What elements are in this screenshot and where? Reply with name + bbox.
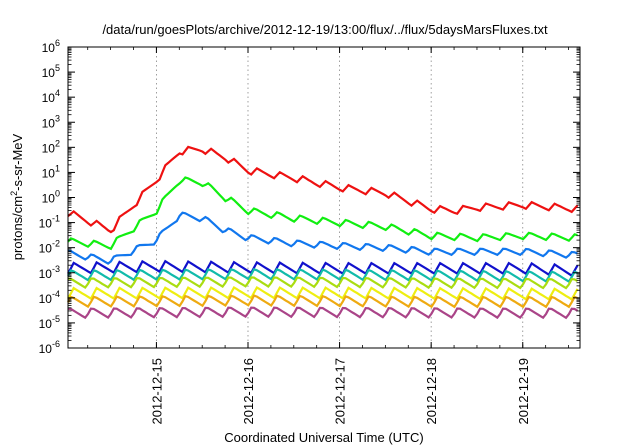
flux-series-2 [67, 176, 578, 251]
x-tick-label: 2012-12-15 [149, 358, 164, 425]
y-tick-label: 10-5 [39, 314, 60, 331]
y-tick-label: 10-6 [39, 339, 60, 356]
y-tick-base: 10 [42, 41, 56, 55]
x-tick-label: 2012-12-17 [333, 358, 348, 425]
y-axis-label-unit: protons/cm [10, 196, 25, 260]
y-tick-base: 10 [42, 166, 56, 180]
flux-series-3 [67, 211, 578, 265]
y-tick-label: 105 [42, 63, 60, 80]
flux-series-7 [67, 285, 579, 301]
x-tick-label: 2012-12-18 [424, 358, 439, 425]
y-tick-base: 10 [39, 342, 53, 356]
y-tick-label: 10-2 [39, 239, 60, 256]
y-tick-label: 10-4 [39, 289, 60, 306]
y-tick-label: 10-1 [39, 214, 60, 231]
y-tick-base: 10 [42, 141, 56, 155]
y-tick-base: 10 [39, 217, 53, 231]
y-tick-exponent: 2 [55, 138, 60, 148]
y-tick-base: 10 [42, 192, 56, 206]
y-tick-exponent: 3 [55, 113, 60, 123]
y-tick-exponent: 6 [55, 38, 60, 48]
y-tick-base: 10 [39, 242, 53, 256]
flux-series-8 [67, 294, 578, 309]
y-tick-label: 103 [42, 113, 60, 130]
flux-series-5 [67, 267, 578, 284]
y-tick-exponent: -5 [52, 314, 60, 324]
y-tick-exponent: -3 [52, 264, 60, 274]
y-tick-base: 10 [42, 91, 56, 105]
flux-series-1 [67, 145, 579, 234]
y-tick-base: 10 [39, 292, 53, 306]
series-layer [67, 145, 579, 320]
y-tick-exponent: -6 [52, 339, 60, 349]
flux-series-6 [67, 276, 579, 290]
y-tick-exponent: 1 [55, 163, 60, 173]
y-axis-label: protons/cm2-s-sr-MeV [9, 133, 25, 260]
y-tick-exponent: 0 [55, 189, 60, 199]
y-tick-exponent: 5 [55, 63, 60, 73]
y-tick-exponent: -1 [52, 214, 60, 224]
y-tick-base: 10 [39, 317, 53, 331]
x-axis: 2012-12-15 2012-12-16 2012-12-17 2012-12-18… [87, 47, 569, 425]
chart-title: /data/run/goesPlots/archive/2012-12-19/1… [102, 22, 548, 37]
y-tick-label: 101 [42, 163, 60, 180]
y-tick-base: 10 [42, 66, 56, 80]
y-tick-label: 104 [42, 88, 60, 105]
x-tick-label: 2012-12-16 [241, 358, 256, 425]
y-tick-label: 100 [42, 189, 60, 206]
y-tick-exponent: 4 [55, 88, 60, 98]
y-tick-exponent: -4 [52, 289, 60, 299]
x-grid [156, 47, 524, 348]
y-axis-label-rest: -s-sr-MeV [10, 133, 25, 190]
flux-series-4 [67, 259, 579, 278]
y-axis: 10-610-510-410-310-210-11001011021031041… [39, 38, 580, 356]
x-axis-label: Coordinated Universal Time (UTC) [224, 430, 423, 445]
y-tick-exponent: -2 [52, 239, 60, 249]
y-axis-label-superscript: 2 [9, 191, 19, 196]
y-tick-base: 10 [39, 267, 53, 281]
x-tick-label: 2012-12-19 [516, 358, 531, 425]
flux-series-9 [67, 306, 579, 320]
y-tick-base: 10 [42, 116, 56, 130]
y-tick-label: 10-3 [39, 264, 60, 281]
y-tick-label: 106 [42, 38, 60, 55]
y-tick-label: 102 [42, 138, 60, 155]
